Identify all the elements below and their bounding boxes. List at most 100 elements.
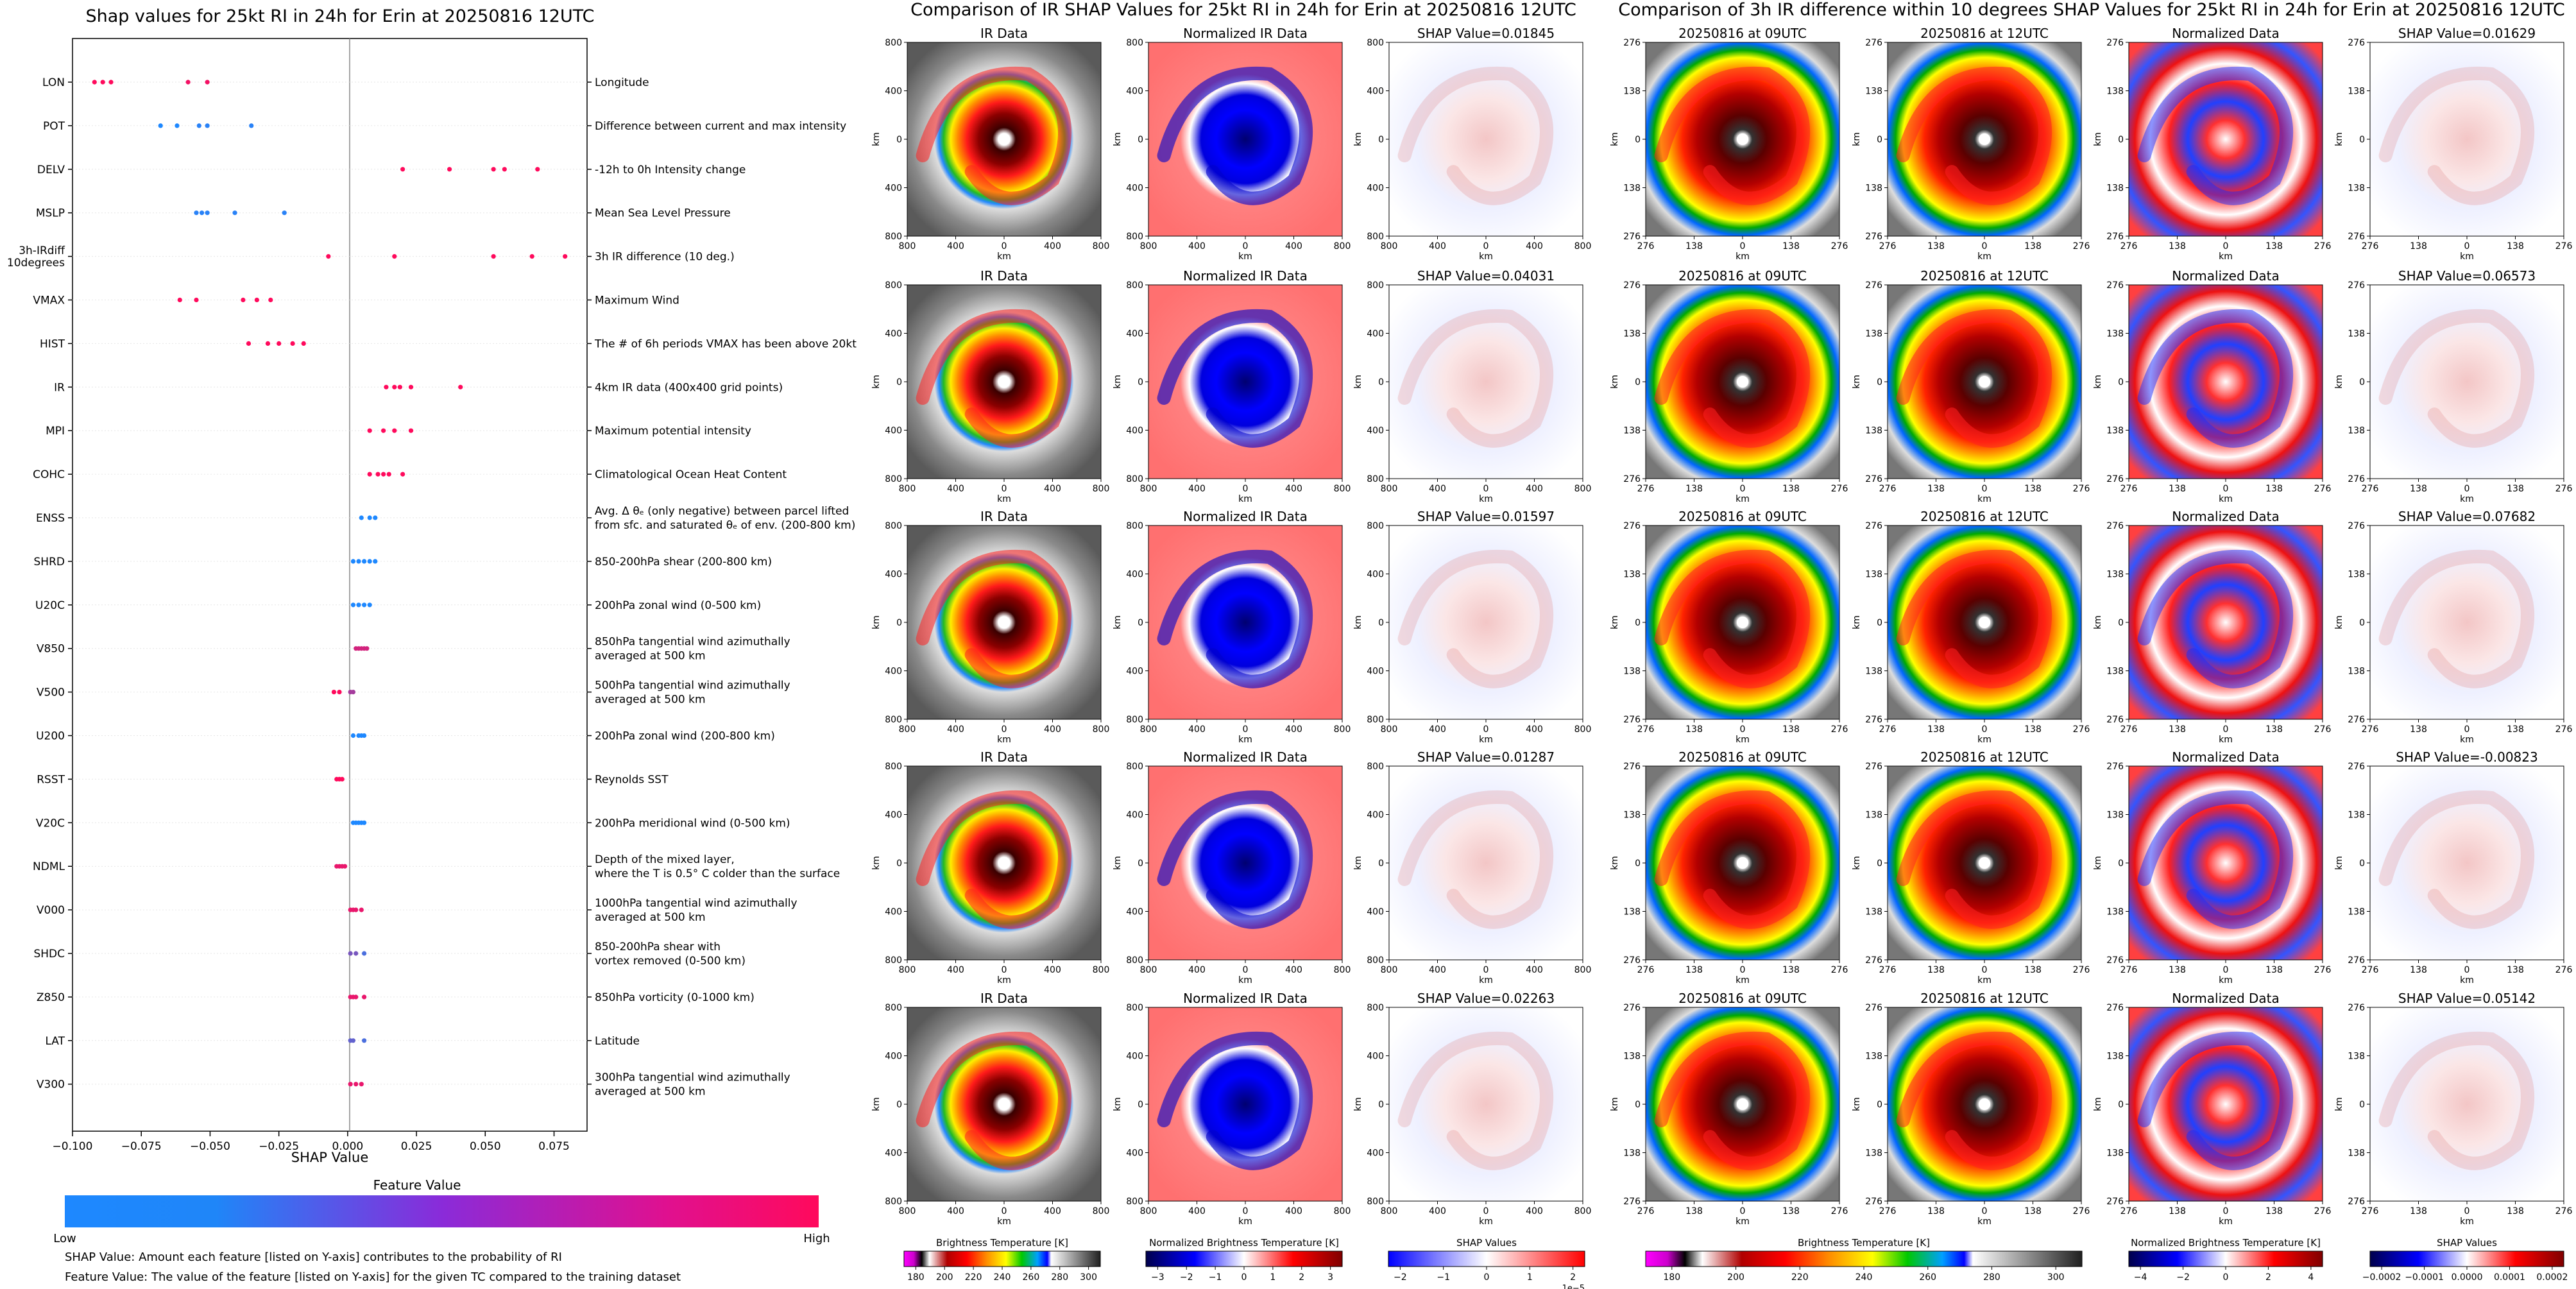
y-tick-label: 800	[1367, 762, 1384, 772]
storm-band	[2378, 1031, 2534, 1170]
y-axis-unit: km	[2334, 132, 2344, 146]
feature-description: 850hPa vorticity (0-1000 km)	[595, 991, 755, 1004]
y-tick-label: 138	[1865, 667, 1882, 677]
y-tick-label: 0	[1635, 1100, 1641, 1110]
x-tick-label: 276	[2362, 965, 2379, 975]
shap-point	[362, 951, 367, 956]
shap-point	[241, 297, 246, 303]
x-tick-label: 138	[1685, 484, 1703, 494]
y-tick-label: 400	[1367, 87, 1384, 97]
image-panel-title: SHAP Value=0.02263	[1417, 991, 1555, 1006]
x-tick-label: 138	[1927, 241, 1945, 252]
storm-band	[2378, 309, 2534, 448]
x-tick-label: 0	[1982, 241, 1988, 252]
x-tick-label: 276	[2073, 724, 2090, 735]
x-tick-label: 276	[2362, 1206, 2379, 1216]
y-tick-label: 276	[1623, 521, 1641, 531]
x-tick-label: 138	[2265, 965, 2283, 975]
x-tick-label: 276	[1879, 724, 1897, 735]
y-tick-label: 800	[1126, 232, 1143, 242]
y-tick-label: 276	[1623, 1003, 1641, 1013]
x-tick-label: 400	[1188, 965, 1206, 975]
feature-code-label: RSST	[37, 773, 65, 786]
x-axis-unit: km	[2460, 252, 2474, 262]
shap-point	[381, 472, 386, 477]
y-tick-label: 138	[1623, 1052, 1641, 1062]
shap-point	[348, 1082, 353, 1087]
y-tick-label: 0	[1378, 135, 1384, 145]
storm-band	[916, 66, 1071, 205]
shap-point	[354, 951, 359, 956]
colorbar-tick-label: 0.0000	[2452, 1272, 2483, 1283]
y-axis-unit: km	[2334, 1097, 2344, 1111]
y-tick-label: 800	[1126, 1197, 1143, 1207]
x-tick-label: 276	[1831, 965, 1848, 975]
y-tick-label: 138	[1623, 810, 1641, 821]
y-tick-label: 800	[1367, 280, 1384, 291]
colorbar	[1145, 1251, 1343, 1267]
irdiff-shap-panel: Comparison of 3h IR difference within 10…	[1610, 0, 2572, 1283]
x-axis-unit: km	[997, 975, 1011, 986]
storm-eye	[998, 133, 1011, 146]
feature-description: from sfc. and saturated θₑ of env. (200-…	[595, 519, 855, 532]
y-tick-label: 400	[1367, 667, 1384, 677]
y-tick-label: 400	[1367, 329, 1384, 339]
storm-eye	[1978, 375, 1991, 388]
image-panel-title: 20250816 at 09UTC	[1678, 509, 1807, 524]
y-tick-label: 400	[885, 87, 902, 97]
x-axis-unit: km	[1238, 252, 1252, 262]
x-tick-label: 800	[1140, 965, 1157, 975]
x-tick-label: 138	[1782, 484, 1800, 494]
x-tick-label: 800	[899, 484, 916, 494]
x-tick-label: 400	[1429, 724, 1446, 735]
x-tick-label: 800	[1381, 484, 1398, 494]
x-tick-label: 138	[2169, 241, 2186, 252]
x-tick-label: 276	[2314, 724, 2332, 735]
shap-point	[108, 80, 114, 85]
x-tick-label: 400	[1188, 484, 1206, 494]
y-tick-label: 800	[1367, 232, 1384, 242]
x-tick-label: 0	[1483, 484, 1489, 494]
x-tick-label: 138	[2410, 965, 2427, 975]
feature-description: -12h to 0h Intensity change	[595, 164, 746, 176]
storm-band	[1397, 1031, 1553, 1170]
y-tick-label: 276	[1865, 474, 1882, 484]
storm-band	[2137, 1031, 2293, 1170]
y-tick-label: 800	[1126, 762, 1143, 772]
y-tick-label: 400	[1126, 810, 1143, 821]
x-tick-label: 800	[899, 1206, 916, 1216]
y-axis-unit: km	[1113, 615, 1123, 629]
ir-panel-title: Comparison of IR SHAP Values for 25kt RI…	[910, 0, 1576, 20]
colorbar-tick-label: 280	[1983, 1272, 2000, 1283]
shap-point	[177, 297, 182, 303]
y-tick-label: 800	[1367, 1197, 1384, 1207]
colorbar-tick-label: 2	[2265, 1272, 2271, 1283]
storm-band	[1157, 790, 1313, 929]
feature-description: Depth of the mixed layer,	[595, 853, 735, 866]
x-axis-unit: km	[2460, 494, 2474, 504]
y-tick-label: 138	[1623, 667, 1641, 677]
y-tick-label: 276	[1865, 38, 1882, 48]
y-axis-unit: km	[1852, 1097, 1862, 1111]
storm-band	[1654, 1031, 1810, 1170]
x-tick-label: 0	[1483, 1206, 1489, 1216]
x-tick-label: 0	[2464, 965, 2470, 975]
x-tick-label: 400	[1044, 724, 1061, 735]
storm-band	[1397, 549, 1553, 688]
storm-eye	[1736, 857, 1749, 869]
x-axis-unit: km	[1479, 975, 1493, 986]
x-tick-label: 0	[2464, 1206, 2470, 1216]
image-panel-title: SHAP Value=0.01629	[2398, 26, 2536, 41]
feature-code-label: ENSS	[36, 512, 65, 525]
y-tick-label: 0	[1378, 377, 1384, 388]
shap-point	[367, 428, 372, 433]
y-tick-label: 138	[1865, 329, 1882, 339]
image-panel-title: SHAP Value=0.06573	[2398, 268, 2536, 284]
storm-band	[916, 309, 1071, 448]
irdiff-image-grid: 20250816 at 09UTC 276 138 0 138 276 276 138 0 138…	[1610, 26, 2572, 1227]
y-axis-unit: km	[1113, 132, 1123, 146]
y-tick-label: 0	[2118, 135, 2124, 145]
x-tick-label: 800	[899, 241, 916, 252]
image-panel-title: SHAP Value=0.05142	[2398, 991, 2536, 1006]
y-tick-label: 0	[2359, 618, 2365, 628]
